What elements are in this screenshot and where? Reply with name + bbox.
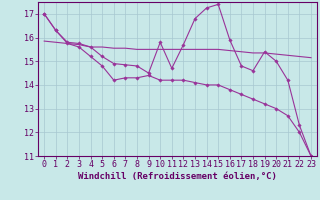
X-axis label: Windchill (Refroidissement éolien,°C): Windchill (Refroidissement éolien,°C)	[78, 172, 277, 181]
